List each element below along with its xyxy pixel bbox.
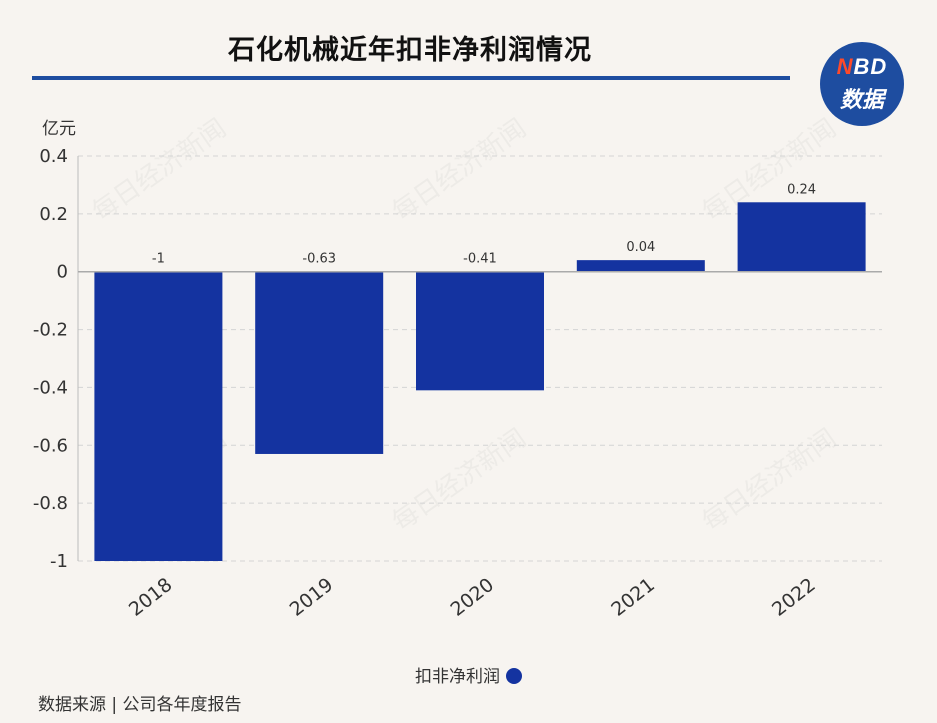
nbd-logo: NBD 数据 xyxy=(820,42,904,126)
bar xyxy=(737,202,866,272)
bar xyxy=(94,271,223,561)
y-tick-label: 0.2 xyxy=(39,204,68,225)
data-label: -0.63 xyxy=(302,252,336,267)
data-label: -0.41 xyxy=(463,252,497,267)
y-tick-label: -1 xyxy=(50,551,68,572)
bar xyxy=(576,260,705,272)
source-note: 数据来源 | 公司各年度报告 xyxy=(38,695,242,715)
bar xyxy=(255,271,384,454)
y-tick-label: 0 xyxy=(57,262,68,283)
y-tick-label: -0.8 xyxy=(33,493,68,514)
title-underline xyxy=(32,76,790,80)
x-tick-label: 2022 xyxy=(768,574,820,621)
chart-title: 石化机械近年扣非净利润情况 xyxy=(228,35,592,66)
data-label: 0.24 xyxy=(787,182,816,197)
data-label: -1 xyxy=(152,252,165,267)
y-axis-unit: 亿元 xyxy=(42,119,76,139)
x-tick-label: 2018 xyxy=(125,574,177,621)
x-tick-label: 2020 xyxy=(446,574,498,621)
y-tick-label: -0.4 xyxy=(33,377,68,398)
bar xyxy=(416,271,544,391)
y-tick-label: -0.2 xyxy=(33,320,68,341)
y-tick-label: -0.6 xyxy=(33,435,68,456)
legend-label: 扣非净利润 xyxy=(415,667,500,687)
data-label: 0.04 xyxy=(626,240,655,255)
x-tick-label: 2019 xyxy=(286,574,338,621)
legend: 扣非净利润 xyxy=(0,662,937,687)
legend-marker xyxy=(506,668,522,684)
y-tick-label: 0.4 xyxy=(39,146,68,167)
x-tick-label: 2021 xyxy=(607,574,659,621)
bar-chart: 亿元 0.4 0.2 0 -0.2 -0.4 -0.6 -0.8 -1 -1 2018 -0.63 20… xyxy=(33,119,882,621)
